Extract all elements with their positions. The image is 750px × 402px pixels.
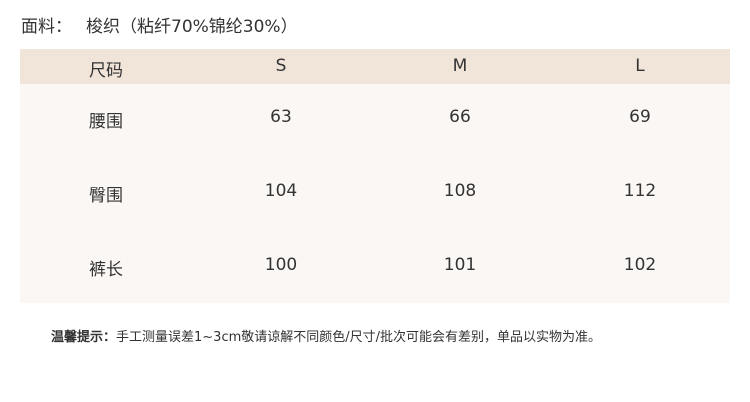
- cell-value: 101: [443, 255, 477, 275]
- row-label: 裤长: [89, 260, 123, 280]
- cell-value: 66: [449, 107, 471, 127]
- header-l: L: [635, 56, 645, 76]
- tip-text: 手工测量误差1~3cm敬请谅解不同颜色/尺寸/批次可能会有差别，单品以实物为准。: [116, 330, 602, 345]
- cell-value: 102: [623, 255, 657, 275]
- cell-value: 69: [629, 107, 651, 127]
- header-size: 尺码: [89, 61, 123, 81]
- size-table-header: 尺码 S M L: [20, 49, 730, 84]
- cell-value: 112: [623, 181, 657, 201]
- header-s: S: [275, 56, 287, 76]
- cell-value: 104: [264, 181, 298, 201]
- cell-value: 108: [443, 181, 477, 201]
- row-label: 腰围: [89, 112, 123, 132]
- row-label: 臀围: [89, 186, 123, 206]
- material-value: 梭织（粘纤70%锦纶30%）: [86, 17, 298, 37]
- cell-value: 63: [270, 107, 292, 127]
- material-line: 面料： 梭织（粘纤70%锦纶30%）: [21, 12, 298, 37]
- tip-label: 温馨提示：: [51, 330, 117, 345]
- cell-value: 100: [264, 255, 298, 275]
- material-label: 面料：: [21, 17, 72, 37]
- tip-note: 温馨提示：手工测量误差1~3cm敬请谅解不同颜色/尺寸/批次可能会有差别，单品以…: [51, 326, 601, 345]
- header-m: M: [452, 56, 468, 76]
- size-table: 尺码 S M L 腰围 63 66 69 臀围 104 108 112 裤长 1…: [20, 49, 730, 303]
